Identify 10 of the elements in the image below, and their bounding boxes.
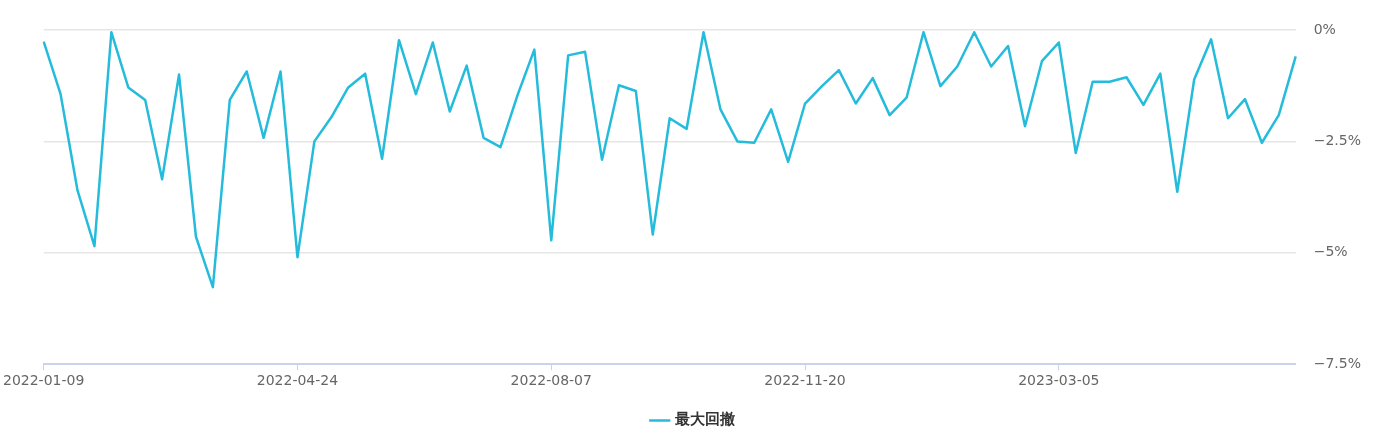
legend-label: 最大回撤 (673, 410, 735, 429)
y-tick-label: −2.5% (1313, 132, 1362, 149)
x-tick-label: 2022-08-07 (510, 372, 592, 389)
x-tick-label: 2023-03-05 (1018, 372, 1100, 389)
y-tick-label: 0% (1313, 20, 1336, 37)
x-tick-label: 2022-01-09 (2, 372, 85, 389)
y-tick-label: −5% (1313, 243, 1348, 260)
x-tick-label: 2022-04-24 (256, 372, 339, 389)
y-tick-label: −7.5% (1313, 354, 1362, 371)
x-tick-label: 2022-11-20 (764, 372, 846, 389)
